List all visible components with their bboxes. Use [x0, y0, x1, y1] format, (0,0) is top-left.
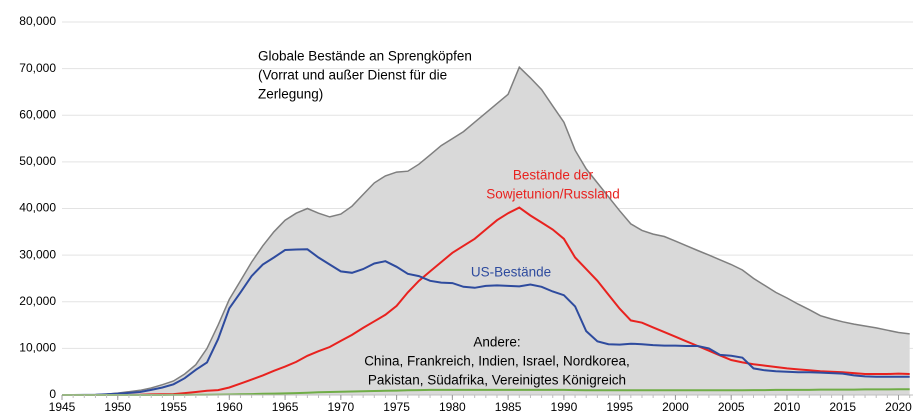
- line: [62, 206, 910, 396]
- x-tick-label: 1970: [327, 400, 354, 414]
- y-tick-label: 60,000: [19, 107, 56, 121]
- x-tick-label: 2015: [829, 400, 856, 414]
- y-tick-label: 0: [49, 387, 56, 401]
- series-label: Pakistan, Südafrika, Vereinigtes Königre…: [368, 373, 626, 388]
- x-tick-label: 2010: [774, 400, 801, 414]
- x-tick-label: 1995: [606, 400, 633, 414]
- x-tick-label: 1985: [495, 400, 522, 414]
- series-label: Zerlegung): [258, 87, 323, 102]
- series-label: (Vorrat und außer Dienst für die: [258, 68, 447, 83]
- x-tick-label: 1945: [49, 400, 76, 414]
- x-tick-label: 1980: [439, 400, 466, 414]
- series-label: China, Frankreich, Indien, Israel, Nordk…: [364, 354, 630, 369]
- line: [62, 65, 910, 396]
- line: [62, 248, 910, 396]
- y-tick-label: 10,000: [19, 341, 56, 355]
- series-label: Sowjetunion/Russland: [486, 187, 620, 202]
- y-tick-label: 80,000: [19, 14, 56, 28]
- y-tick-label: 40,000: [19, 201, 56, 215]
- y-tick-label: 70,000: [19, 61, 56, 75]
- series-label: Globale Bestände an Sprengköpfen: [258, 49, 472, 64]
- x-tick-label: 2020: [885, 400, 912, 414]
- y-tick-label: 30,000: [19, 247, 56, 261]
- series-label: US-Bestände: [471, 265, 551, 280]
- series-label: Bestände der: [513, 168, 594, 183]
- x-tick-label: 1990: [551, 400, 578, 414]
- x-tick-label: 1965: [272, 400, 299, 414]
- area: [62, 67, 910, 395]
- x-tick-label: 1955: [160, 400, 187, 414]
- series-label: Andere:: [473, 335, 520, 350]
- x-tick-label: 1950: [104, 400, 131, 414]
- x-tick-label: 2005: [718, 400, 745, 414]
- x-tick-label: 1960: [216, 400, 243, 414]
- y-tick-label: 20,000: [19, 294, 56, 308]
- x-tick-label: 2000: [662, 400, 689, 414]
- x-tick-label: 1975: [383, 400, 410, 414]
- y-tick-label: 50,000: [19, 154, 56, 168]
